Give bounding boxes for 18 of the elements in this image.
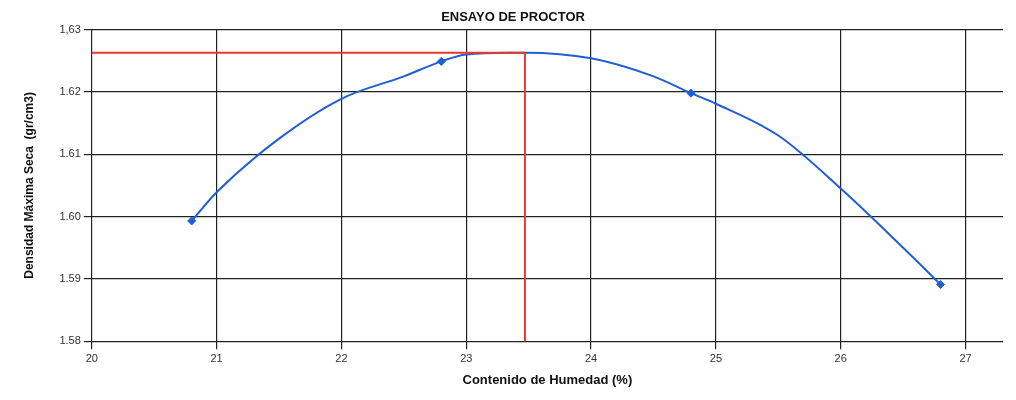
x-axis-title: Contenido de Humedad (%): [462, 371, 633, 387]
x-tick-label: 24: [584, 351, 598, 364]
x-tick-label: 25: [709, 351, 723, 364]
point: [187, 216, 197, 226]
y-tick-label: 1.61: [59, 147, 81, 160]
y-tick-label: 1.59: [59, 271, 81, 284]
y-tick-label: 1.62: [59, 84, 81, 97]
chart-title: ENSAYO DE PROCTOR: [441, 9, 586, 25]
x-tick-label: 27: [959, 351, 972, 364]
x-tick-label: 21: [210, 351, 223, 364]
x-tick-label: 26: [834, 351, 847, 364]
x-tick-label: 23: [460, 351, 473, 364]
y-axis-title: Densidad Máxima Seca (gr/cm3): [21, 92, 36, 279]
y-tick-label: 1.58: [59, 334, 81, 347]
x-tick-label: 20: [85, 351, 98, 364]
y-tick-label: 1.60: [59, 209, 81, 222]
y-tick-label: 1,63: [59, 22, 81, 35]
x-tick-label: 22: [335, 351, 348, 364]
